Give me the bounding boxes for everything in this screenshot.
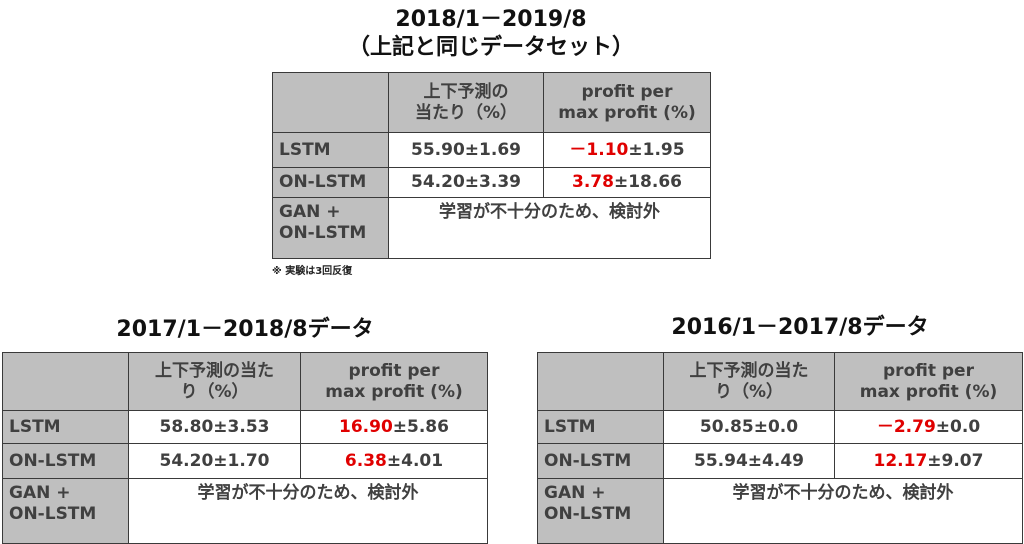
table-cell [2, 352, 129, 411]
table-cell: 54.20±1.70 [128, 443, 301, 479]
profit-rest: ±4.01 [386, 450, 444, 471]
table-title: 2016/1－2017/8データ [671, 315, 929, 340]
profit-rest: ±9.07 [927, 450, 984, 471]
header-text: profit per [581, 81, 673, 102]
row-label: LSTM [544, 416, 596, 437]
accuracy-value: 55.94±4.49 [694, 450, 804, 471]
merged-note: 学習が不十分のため、検討外 [439, 202, 660, 222]
table-cell: profit per max profit (%) [543, 72, 711, 133]
table-cell: 上下予測の当たり（%） [388, 72, 544, 133]
header-text: max profit (%) [859, 381, 998, 402]
row-label: ON-LSTM [544, 504, 632, 524]
accuracy-value: 55.90±1.69 [411, 139, 521, 160]
table-title: 2017/1－2018/8データ [116, 317, 374, 342]
header-text: 当たり（%） [414, 102, 518, 123]
merged-note: 学習が不十分のため、検討外 [197, 483, 419, 503]
merged-note: 学習が不十分のため、検討外 [732, 483, 954, 503]
table-cell: 12.17 ±9.07 [834, 443, 1023, 479]
profit-highlight: －1.10 [569, 139, 629, 160]
table-cell: 6.38 ±4.01 [300, 443, 488, 479]
table-cell: LSTM [2, 410, 129, 444]
table-cell: GAN + ON-LSTM [272, 197, 389, 259]
table-cell: 3.78 ±18.66 [543, 167, 711, 198]
header-text: 上下予測の [423, 81, 509, 102]
table-cell: 学習が不十分のため、検討外 [128, 478, 488, 544]
accuracy-value: 50.85±0.0 [699, 416, 799, 437]
table-cell: LSTM [537, 410, 664, 444]
table-cell: profit per max profit (%) [834, 352, 1023, 411]
table-cell: 学習が不十分のため、検討外 [388, 197, 711, 259]
header-text: profit per [883, 360, 974, 381]
table-cell: profit per max profit (%) [300, 352, 488, 411]
footnote: ※ 実験は3回反復 [272, 266, 353, 277]
row-label: GAN + [544, 483, 606, 503]
profit-highlight: 6.38 [344, 450, 387, 471]
header-text: 上下予測の当た [155, 360, 274, 381]
table-cell: ON-LSTM [537, 443, 664, 479]
header-text: 上下予測の当た [689, 360, 809, 381]
table-cell: 58.80±3.53 [128, 410, 301, 444]
row-label: ON-LSTM [544, 450, 632, 471]
table-title: 2018/1－2019/8 [395, 7, 587, 32]
table-cell: －2.79 ±0.0 [834, 410, 1023, 444]
table-cell [272, 72, 389, 133]
table-title: （上記と同じデータセット） [347, 35, 635, 60]
profit-highlight: 16.90 [339, 416, 393, 437]
table-cell: ON-LSTM [272, 167, 389, 198]
profit-rest: ±0.0 [935, 416, 981, 437]
profit-highlight: －2.79 [876, 416, 936, 437]
table-cell: －1.10 ±1.95 [543, 132, 711, 168]
row-label: ON-LSTM [279, 172, 367, 192]
table-cell: 54.20±3.39 [388, 167, 544, 198]
header-text: り（%） [180, 381, 249, 402]
table-cell: ON-LSTM [2, 443, 129, 479]
row-label: ON-LSTM [279, 223, 367, 243]
row-label: ON-LSTM [9, 504, 97, 524]
profit-highlight: 12.17 [873, 450, 928, 471]
table-cell: 16.90 ±5.86 [300, 410, 488, 444]
accuracy-value: 54.20±3.39 [411, 172, 521, 192]
table-cell: GAN + ON-LSTM [2, 478, 129, 544]
accuracy-value: 58.80±3.53 [159, 416, 270, 437]
profit-rest: ±5.86 [392, 416, 449, 437]
header-text: max profit (%) [558, 102, 696, 123]
row-label: LSTM [9, 416, 61, 437]
table-cell [537, 352, 664, 411]
accuracy-value: 54.20±1.70 [159, 450, 270, 471]
row-label: ON-LSTM [9, 450, 97, 471]
table-cell: GAN + ON-LSTM [537, 478, 664, 544]
profit-rest: ±1.95 [628, 139, 685, 160]
profit-rest: ±18.66 [613, 172, 682, 192]
header-text: profit per [348, 360, 440, 381]
header-text: り（%） [714, 381, 784, 402]
table-cell: LSTM [272, 132, 389, 168]
table-cell: 50.85±0.0 [663, 410, 835, 444]
table-cell: 上下予測の当たり（%） [128, 352, 301, 411]
row-label: LSTM [279, 139, 331, 160]
row-label: GAN + [9, 483, 71, 503]
table-cell: 上下予測の当たり（%） [663, 352, 835, 411]
table-cell: 55.90±1.69 [388, 132, 544, 168]
header-text: max profit (%) [325, 381, 463, 402]
table-cell: 55.94±4.49 [663, 443, 835, 479]
row-label: GAN + [279, 202, 341, 222]
profit-highlight: 3.78 [572, 172, 614, 192]
table-cell: 学習が不十分のため、検討外 [663, 478, 1023, 544]
